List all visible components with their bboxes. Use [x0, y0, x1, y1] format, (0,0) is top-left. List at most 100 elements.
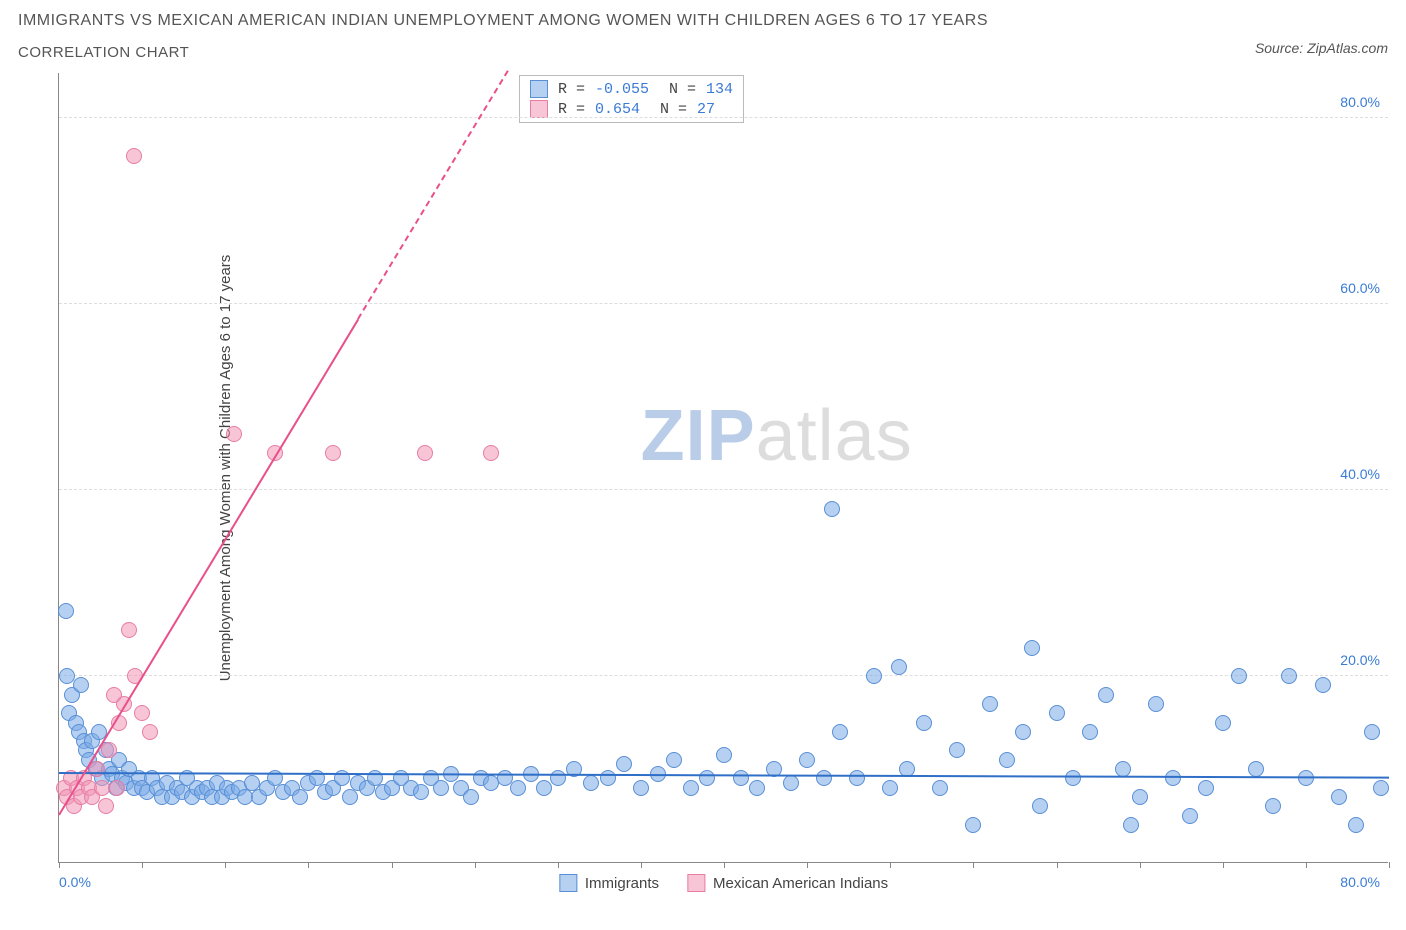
data-point	[1348, 817, 1364, 833]
data-point	[142, 724, 158, 740]
legend-r-value: 0.654	[595, 101, 640, 118]
data-point	[699, 770, 715, 786]
data-point	[600, 770, 616, 786]
data-point	[1098, 687, 1114, 703]
data-point	[891, 659, 907, 675]
data-point	[101, 742, 117, 758]
correlation-chart: Unemployment Among Women with Children A…	[18, 73, 1388, 863]
trend-line	[59, 772, 1389, 779]
data-point	[126, 148, 142, 164]
data-point	[616, 756, 632, 772]
data-point	[73, 677, 89, 693]
data-point	[666, 752, 682, 768]
legend-swatch	[687, 874, 705, 892]
data-point	[58, 603, 74, 619]
data-point	[463, 789, 479, 805]
source-attribution: Source: ZipAtlas.com	[1255, 40, 1388, 56]
x-axis-tick	[1306, 862, 1307, 868]
series-legend-item: Immigrants	[559, 874, 659, 892]
x-axis-tick	[475, 862, 476, 868]
y-axis-tick-label: 20.0%	[1340, 652, 1380, 668]
legend-n-label: N =	[660, 101, 687, 118]
x-axis-tick	[807, 862, 808, 868]
x-axis-tick	[973, 862, 974, 868]
gridline	[59, 675, 1388, 676]
watermark: ZIPatlas	[641, 395, 913, 477]
data-point	[1182, 808, 1198, 824]
data-point	[1032, 798, 1048, 814]
x-axis-tick	[59, 862, 60, 868]
x-axis-tick	[1057, 862, 1058, 868]
data-point	[1373, 780, 1389, 796]
data-point	[799, 752, 815, 768]
data-point	[417, 445, 433, 461]
data-point	[1231, 668, 1247, 684]
data-point	[849, 770, 865, 786]
legend-row: R =-0.055N =134	[530, 80, 733, 98]
data-point	[866, 668, 882, 684]
data-point	[121, 622, 137, 638]
x-axis-tick	[225, 862, 226, 868]
data-point	[816, 770, 832, 786]
legend-n-label: N =	[669, 81, 696, 98]
series-legend-label: Mexican American Indians	[713, 875, 888, 892]
series-legend-label: Immigrants	[585, 875, 659, 892]
trend-line	[357, 70, 508, 319]
gridline	[59, 117, 1388, 118]
data-point	[98, 798, 114, 814]
x-axis-tick	[558, 862, 559, 868]
data-point	[683, 780, 699, 796]
data-point	[109, 780, 125, 796]
data-point	[1315, 677, 1331, 693]
data-point	[413, 784, 429, 800]
y-axis-tick-label: 80.0%	[1340, 94, 1380, 110]
data-point	[783, 775, 799, 791]
x-axis-max-label: 80.0%	[1340, 874, 1380, 890]
data-point	[1115, 761, 1131, 777]
x-axis-tick	[1140, 862, 1141, 868]
data-point	[716, 747, 732, 763]
data-point	[1082, 724, 1098, 740]
gridline	[59, 489, 1388, 490]
data-point	[1331, 789, 1347, 805]
data-point	[510, 780, 526, 796]
data-point	[1248, 761, 1264, 777]
data-point	[483, 445, 499, 461]
x-axis-min-label: 0.0%	[59, 874, 91, 890]
data-point	[824, 501, 840, 517]
data-point	[433, 780, 449, 796]
x-axis-tick	[1389, 862, 1390, 868]
data-point	[1024, 640, 1040, 656]
data-point	[1148, 696, 1164, 712]
legend-n-value: 27	[697, 101, 715, 118]
gridline	[59, 303, 1388, 304]
legend-row: R = 0.654N = 27	[530, 100, 733, 118]
data-point	[1049, 705, 1065, 721]
data-point	[999, 752, 1015, 768]
legend-swatch	[530, 100, 548, 118]
legend-swatch	[559, 874, 577, 892]
data-point	[932, 780, 948, 796]
legend-r-value: -0.055	[595, 81, 649, 98]
data-point	[1015, 724, 1031, 740]
x-axis-tick	[142, 862, 143, 868]
data-point	[325, 445, 341, 461]
data-point	[749, 780, 765, 796]
y-axis-tick-label: 60.0%	[1340, 280, 1380, 296]
data-point	[633, 780, 649, 796]
data-point	[1132, 789, 1148, 805]
data-point	[1364, 724, 1380, 740]
data-point	[1265, 798, 1281, 814]
x-axis-tick	[1223, 862, 1224, 868]
data-point	[733, 770, 749, 786]
data-point	[882, 780, 898, 796]
x-axis-tick	[890, 862, 891, 868]
data-point	[583, 775, 599, 791]
data-point	[1065, 770, 1081, 786]
series-legend: Immigrants Mexican American Indians	[559, 874, 888, 892]
y-axis-tick-label: 40.0%	[1340, 466, 1380, 482]
data-point	[832, 724, 848, 740]
data-point	[134, 705, 150, 721]
legend-swatch	[530, 80, 548, 98]
x-axis-tick	[308, 862, 309, 868]
